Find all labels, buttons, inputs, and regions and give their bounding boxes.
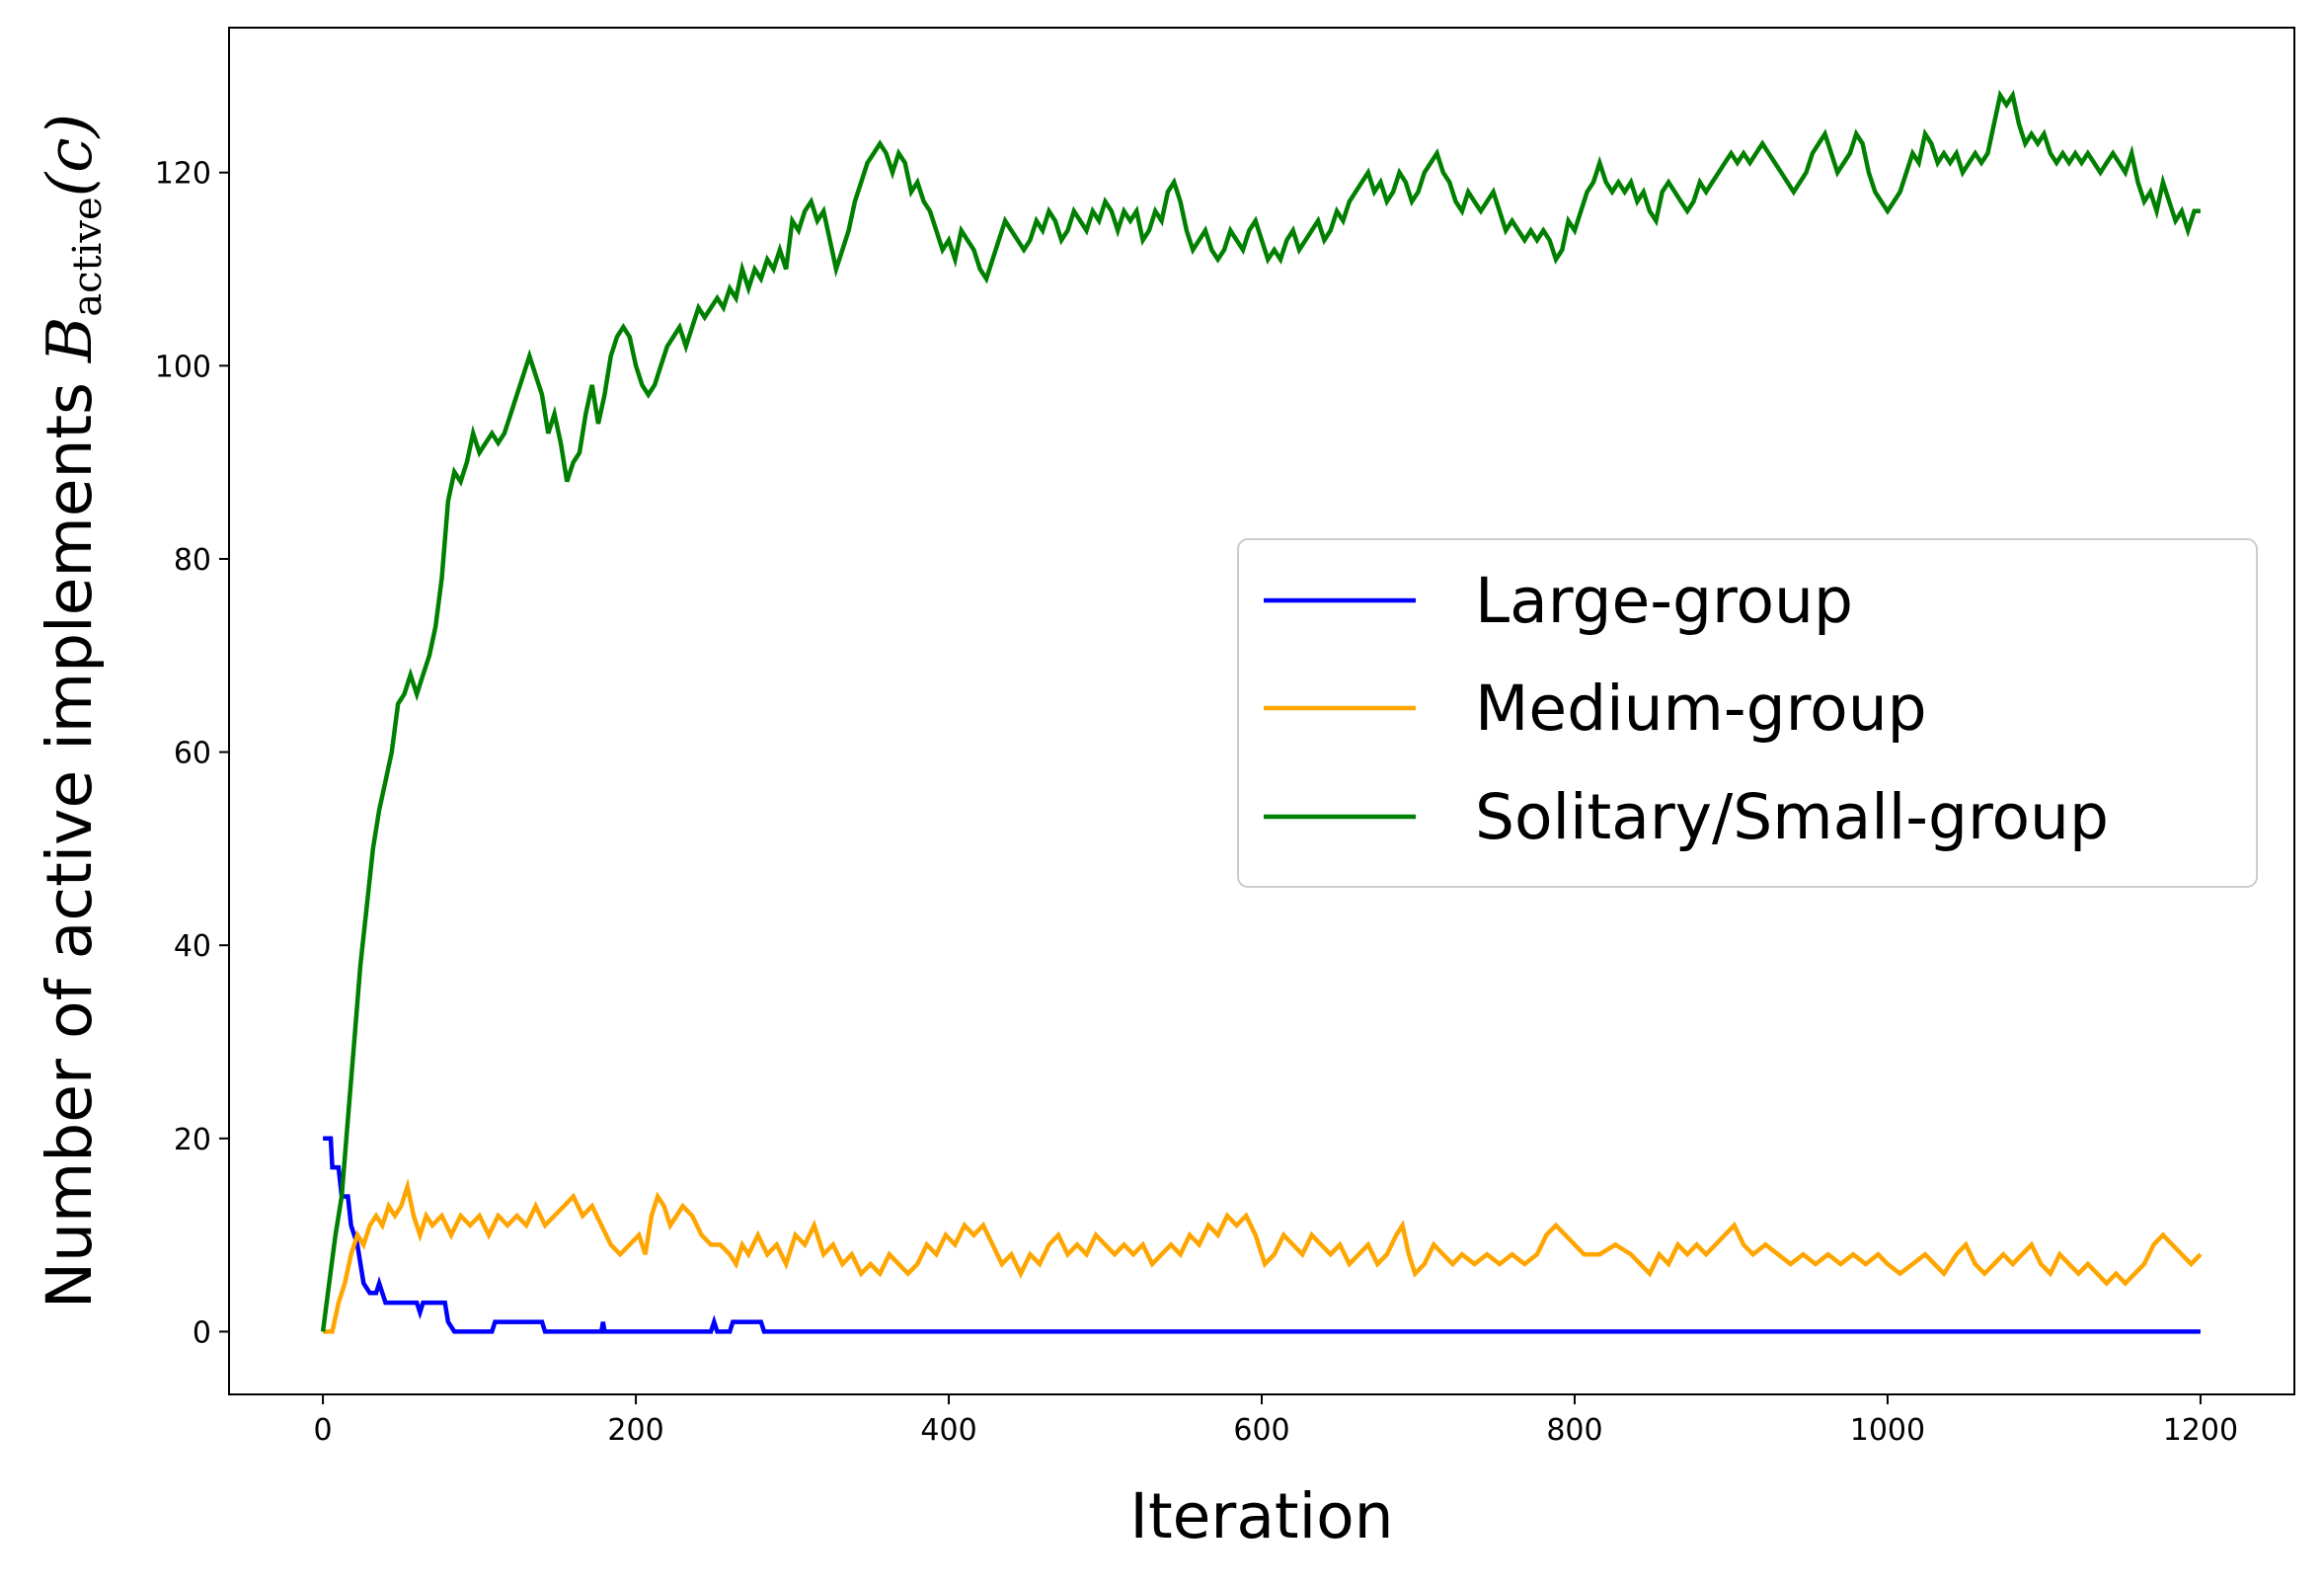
x-tick-label: 400: [920, 1413, 976, 1448]
x-axis-title: Iteration: [1129, 1480, 1393, 1552]
x-tick-label: 0: [314, 1413, 333, 1448]
x-tick-label: 1000: [1850, 1413, 1925, 1448]
y-tick-label: 60: [174, 737, 211, 771]
y-axis-subscript: active: [65, 197, 111, 316]
y-axis-title-text: Number of active implements: [34, 382, 106, 1308]
y-tick-label: 100: [155, 350, 211, 384]
y-tick-label: 40: [174, 929, 211, 964]
legend-box: [1237, 538, 2258, 888]
plot-lines: [320, 89, 2203, 1334]
x-tick-label: 200: [607, 1413, 663, 1448]
legend-label-medium-group: Medium-group: [1475, 673, 1927, 745]
legend: Large-group Medium-group Solitary/Small-…: [1237, 538, 2258, 888]
y-axis-title: Number of active implements Bactive(c): [34, 114, 111, 1308]
x-tick-label: 600: [1233, 1413, 1289, 1448]
y-tick-label: 20: [174, 1123, 211, 1157]
y-axis-argument: (c): [34, 114, 106, 197]
x-tick-label: 1200: [2163, 1413, 2238, 1448]
series-line-medium-group: [323, 1178, 2203, 1334]
y-axis-symbol: B: [34, 317, 106, 363]
x-tick-label: 800: [1546, 1413, 1602, 1448]
legend-label-solitary-small-group: Solitary/Small-group: [1475, 781, 2109, 853]
series-line-solitary-small-group: [320, 89, 2201, 1332]
x-axis: 0 200 400 600 800 1000 1200: [314, 1394, 2238, 1448]
legend-label-large-group: Large-group: [1475, 565, 1853, 637]
y-axis: 0 20 40 60 80 100 120: [155, 157, 229, 1350]
y-tick-label: 0: [193, 1315, 211, 1350]
y-tick-label: 120: [155, 157, 211, 192]
series-line-large-group: [323, 1136, 2201, 1334]
y-tick-label: 80: [174, 543, 211, 578]
